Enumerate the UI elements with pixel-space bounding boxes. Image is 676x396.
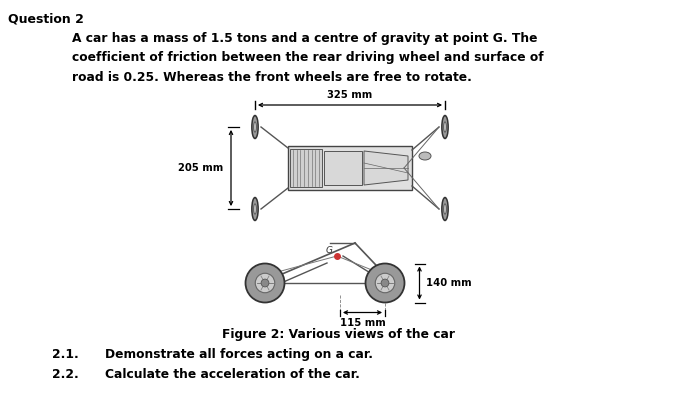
Text: Calculate the acceleration of the car.: Calculate the acceleration of the car. [105,368,360,381]
Bar [288,146,412,190]
Ellipse shape [254,204,256,214]
Circle shape [375,273,395,293]
Circle shape [245,263,285,303]
Ellipse shape [442,198,448,221]
Bar [324,151,362,185]
Text: road is 0.25. Whereas the front wheels are free to rotate.: road is 0.25. Whereas the front wheels a… [72,71,472,84]
Text: 115 mm: 115 mm [339,318,385,327]
Ellipse shape [252,116,258,139]
Circle shape [381,279,389,287]
Text: 2.2.: 2.2. [52,368,78,381]
Ellipse shape [419,152,431,160]
Text: 140 mm: 140 mm [425,278,471,288]
Text: Demonstrate all forces acting on a car.: Demonstrate all forces acting on a car. [105,348,373,361]
Circle shape [261,279,269,287]
Ellipse shape [443,204,446,214]
Text: 2.1.: 2.1. [52,348,78,361]
Bar [290,149,322,187]
Ellipse shape [254,122,256,132]
Text: Figure 2: Various views of the car: Figure 2: Various views of the car [222,328,454,341]
Ellipse shape [442,116,448,139]
Polygon shape [364,151,408,185]
Text: G: G [326,246,333,255]
Ellipse shape [252,198,258,221]
Text: 205 mm: 205 mm [178,163,223,173]
Text: 325 mm: 325 mm [327,90,372,100]
Circle shape [256,273,274,293]
Text: A car has a mass of 1.5 tons and a centre of gravity at point G. The: A car has a mass of 1.5 tons and a centr… [72,32,537,45]
Text: coefficient of friction between the rear driving wheel and surface of: coefficient of friction between the rear… [72,51,544,65]
Ellipse shape [443,122,446,132]
Text: Question 2: Question 2 [8,12,84,25]
Circle shape [366,263,404,303]
